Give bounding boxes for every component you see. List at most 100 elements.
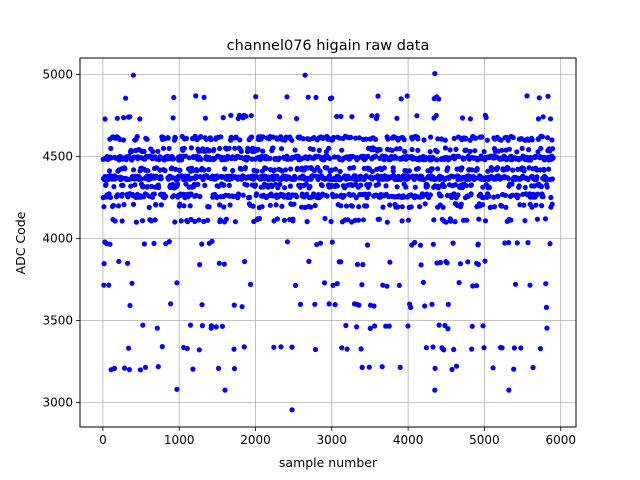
data-point (332, 302, 338, 308)
data-point (348, 134, 354, 140)
data-point (356, 302, 362, 308)
y-axis-label: ADC Code (13, 211, 28, 274)
data-point (483, 114, 489, 121)
data-point (435, 185, 441, 191)
data-point (217, 217, 223, 223)
data-point (360, 217, 367, 223)
data-point (453, 146, 459, 152)
data-point (217, 202, 223, 208)
data-point (334, 113, 340, 120)
data-point (132, 182, 138, 188)
data-point (150, 149, 156, 155)
data-point (491, 194, 497, 200)
data-point (481, 149, 487, 155)
data-point (538, 145, 544, 151)
data-point (247, 281, 254, 287)
data-point (436, 322, 442, 328)
data-point (521, 168, 527, 174)
data-point (324, 165, 330, 171)
data-point (305, 94, 311, 100)
data-point (518, 345, 524, 351)
data-point (394, 184, 400, 190)
data-point (199, 323, 205, 329)
data-point (498, 137, 504, 143)
data-point (230, 167, 236, 174)
data-point (239, 304, 245, 310)
data-point (522, 218, 528, 224)
data-point (186, 155, 192, 161)
data-point (206, 148, 212, 154)
data-point (294, 165, 301, 171)
data-point (114, 115, 120, 121)
data-point (526, 147, 532, 153)
data-point (542, 216, 549, 222)
data-point (126, 367, 132, 373)
data-point (255, 146, 261, 152)
data-point (512, 281, 519, 287)
data-point (495, 193, 501, 199)
data-point (427, 192, 433, 198)
data-point (178, 218, 184, 224)
data-point (245, 155, 251, 161)
data-point (516, 183, 522, 189)
data-point (393, 155, 400, 161)
data-point (312, 346, 319, 353)
data-point (256, 215, 263, 222)
data-point (545, 135, 551, 141)
data-point (190, 366, 196, 372)
data-point (430, 344, 436, 350)
data-point (423, 345, 429, 351)
data-point (338, 203, 344, 209)
data-point (174, 280, 180, 286)
data-point (550, 155, 556, 161)
data-point (154, 325, 160, 331)
data-point (137, 116, 143, 122)
data-point (395, 204, 401, 210)
data-point (119, 191, 125, 197)
data-point (445, 301, 451, 307)
data-point (139, 218, 146, 224)
data-point (284, 239, 290, 245)
data-point (505, 137, 511, 143)
data-point (480, 202, 486, 208)
outlier-point (506, 387, 512, 393)
chart-title: channel076 higain raw data (227, 38, 430, 54)
data-point (297, 301, 304, 307)
data-point (146, 204, 152, 210)
data-point (155, 184, 162, 191)
data-point (375, 93, 381, 99)
data-point (231, 346, 237, 352)
data-point (469, 323, 475, 329)
data-point (244, 182, 250, 188)
data-point (548, 194, 554, 201)
x-axis-label: sample number (279, 455, 378, 470)
data-point (359, 364, 365, 370)
data-point (420, 193, 426, 199)
data-point (205, 217, 211, 223)
data-point (329, 95, 335, 101)
data-point (317, 168, 323, 174)
data-point (418, 262, 424, 268)
data-point (450, 240, 456, 246)
data-point (201, 94, 207, 100)
data-point (172, 135, 178, 141)
data-point (248, 113, 254, 119)
data-point (291, 201, 297, 207)
data-point (433, 112, 439, 119)
data-point (327, 155, 333, 162)
data-point (399, 204, 405, 210)
data-point (274, 216, 280, 222)
data-point (233, 134, 239, 140)
data-point (539, 134, 546, 140)
data-point (107, 241, 113, 247)
data-point (195, 181, 201, 187)
data-point (406, 168, 412, 174)
data-point (183, 135, 190, 141)
data-point (142, 364, 149, 370)
data-point (490, 365, 496, 371)
data-point (356, 135, 362, 141)
data-point (529, 204, 535, 210)
data-point (192, 218, 198, 224)
data-point (324, 193, 330, 199)
